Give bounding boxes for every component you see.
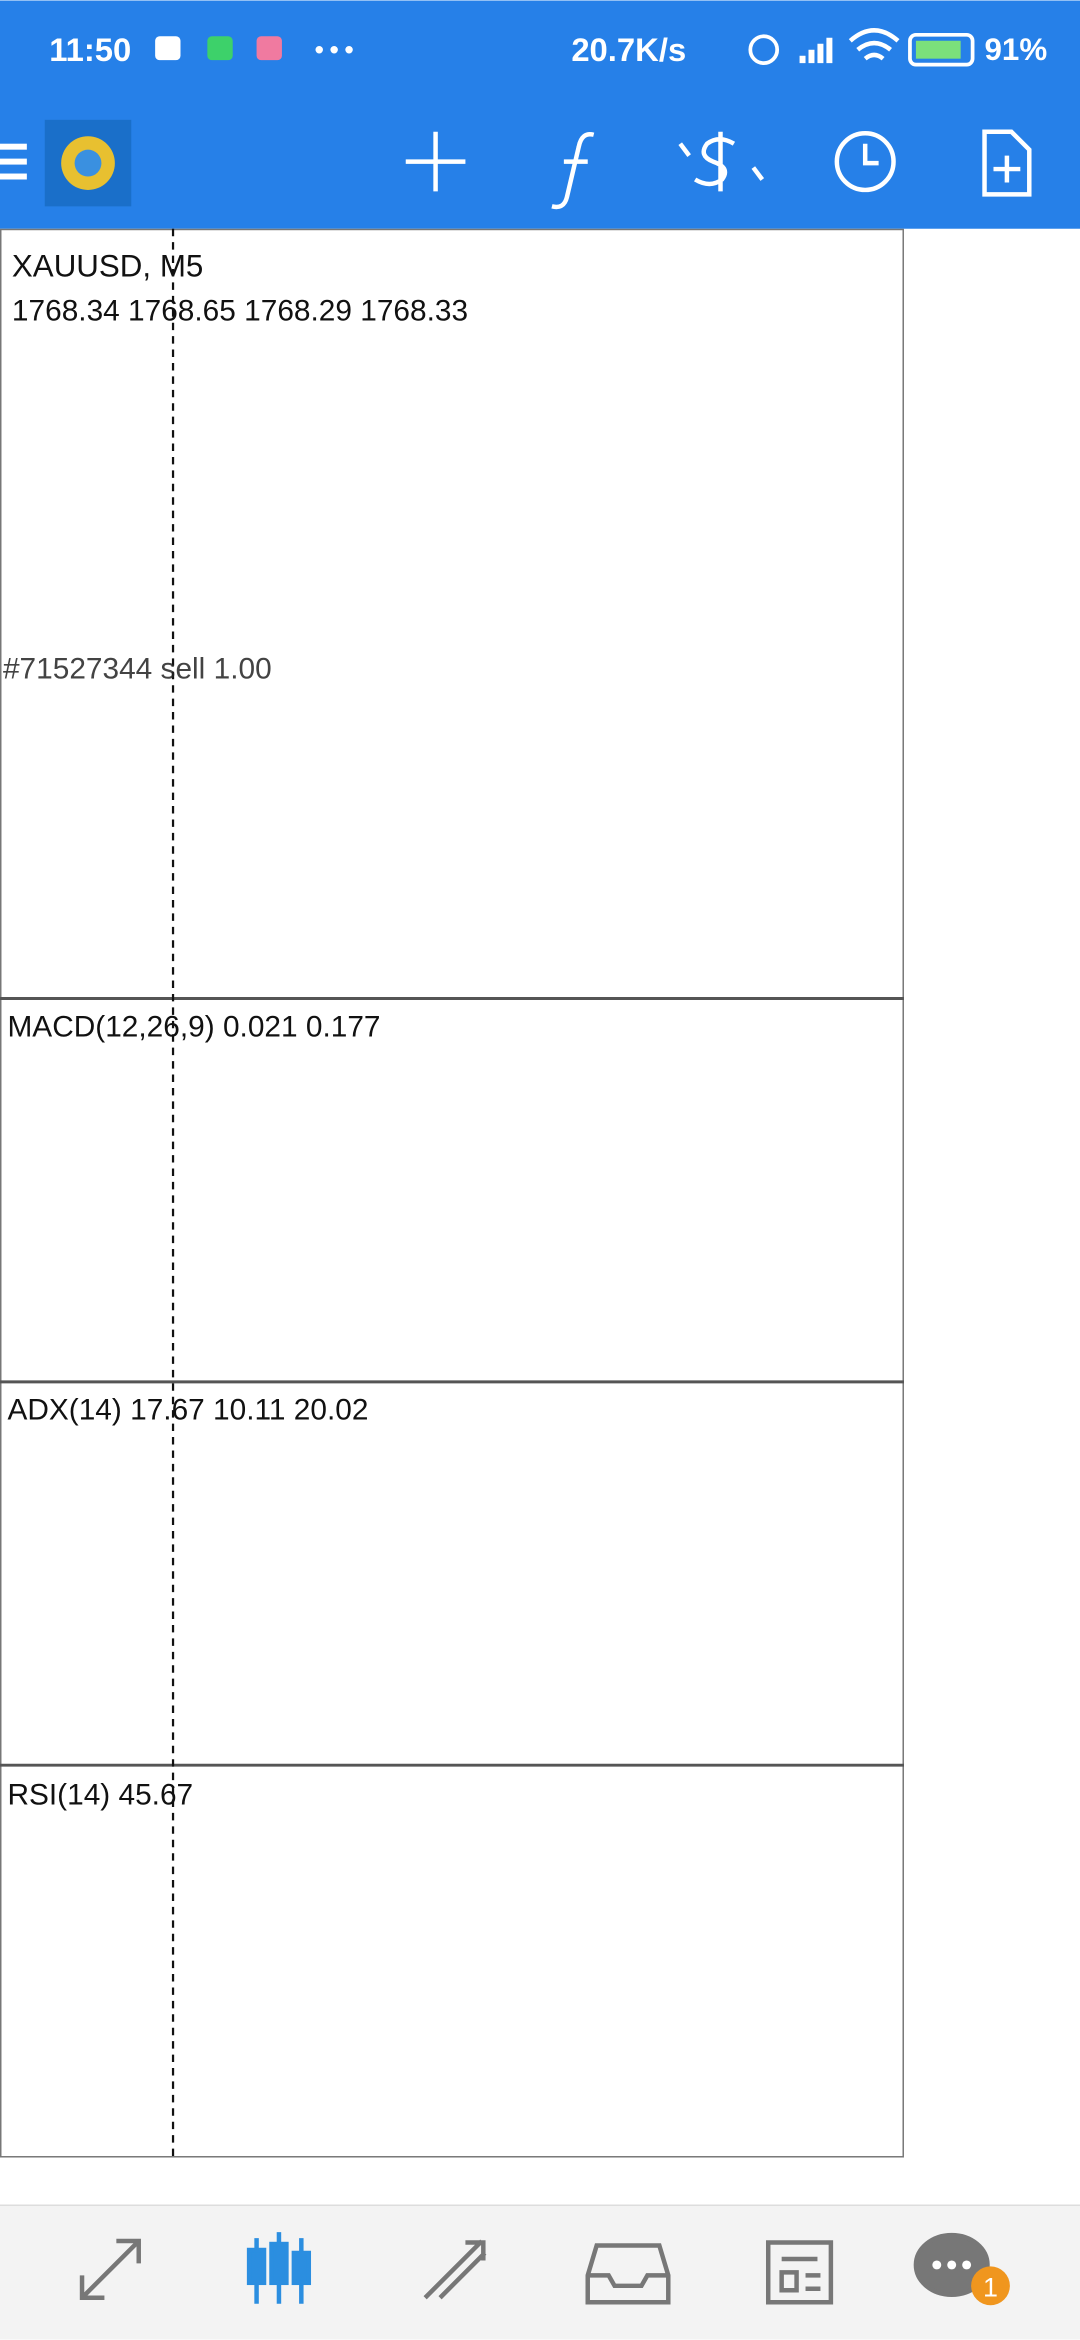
symbol: XAUUSD, M5	[12, 249, 203, 284]
adx-label: ADX(14) 17.67 10.11 20.02	[7, 1394, 368, 1427]
quote: 1768.34 1768.65 1768.29 1768.33	[12, 294, 468, 327]
nav-news[interactable]	[765, 2240, 834, 2305]
trade-button[interactable]	[678, 131, 765, 192]
net-speed: 20.7K/s	[571, 31, 686, 68]
nav-chart[interactable]	[246, 2232, 312, 2304]
nav-messages[interactable]	[913, 2232, 990, 2297]
nav-history[interactable]	[585, 2243, 671, 2305]
menu-button[interactable]	[0, 143, 27, 180]
status-icons	[155, 28, 975, 67]
rsi-label: RSI(14) 45.67	[7, 1779, 193, 1812]
clock: 11:50	[49, 31, 131, 68]
macd-label: MACD(12,26,9) 0.021 0.177	[7, 1010, 380, 1043]
nav-quotes[interactable]	[79, 2238, 141, 2300]
nav-trade[interactable]	[423, 2239, 487, 2300]
order-label: #71527344 sell 1.00	[3, 652, 272, 685]
bottom-nav	[0, 2205, 1080, 2340]
app-header	[0, 0, 1080, 229]
app-icon[interactable]	[44, 119, 132, 207]
badge-count: 1	[983, 2272, 998, 2302]
crosshair-button[interactable]	[405, 131, 466, 192]
new-order-button[interactable]	[982, 129, 1032, 197]
chart-frame	[0, 228, 904, 2158]
indicators-button[interactable]	[551, 132, 595, 210]
timeframe-button[interactable]	[834, 131, 896, 193]
battery: 91%	[985, 32, 1048, 67]
badge	[971, 2266, 1010, 2306]
